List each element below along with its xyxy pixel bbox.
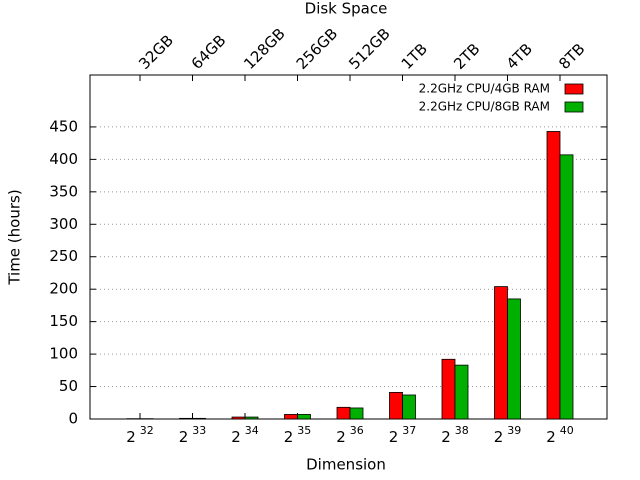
bar [231, 416, 246, 420]
x2-tick-label: 64GB [188, 31, 230, 73]
x-tick-exponent: 34 [245, 424, 259, 437]
y-tick-label: 450 [49, 117, 78, 135]
x-tick-label: 2 33 [179, 424, 207, 446]
bar [494, 286, 508, 420]
x2-tick-label: 2TB [450, 40, 483, 73]
y-tick-label: 0 [68, 410, 78, 428]
bar [559, 154, 574, 420]
y-tick-label: 300 [49, 215, 78, 233]
legend-label: 2.2GHz CPU/8GB RAM [419, 100, 550, 114]
x-tick-base: 2 [389, 428, 399, 446]
legend-swatch [564, 101, 584, 113]
x-tick-label: 2 38 [441, 424, 469, 446]
y-tick-label: 250 [49, 247, 78, 265]
y-tick-label: 350 [49, 182, 78, 200]
x-tick-base: 2 [336, 428, 346, 446]
x-tick-base: 2 [441, 428, 451, 446]
x-tick-label: 2 37 [389, 424, 417, 446]
x2-tick-label: 1TB [398, 40, 431, 73]
x-tick-exponent: 38 [455, 424, 469, 437]
x-tick-exponent: 37 [402, 424, 416, 437]
bar [349, 407, 364, 420]
legend-swatch [564, 83, 584, 95]
x-tick-label: 2 39 [494, 424, 522, 446]
x2-tick-label: 512GB [345, 25, 393, 73]
y-tick-label: 200 [49, 280, 78, 298]
x2-tick-label: 256GB [293, 25, 341, 73]
bar [389, 391, 403, 420]
x-tick-label: 2 35 [284, 424, 312, 446]
bar [507, 298, 521, 420]
x-tick-exponent: 40 [560, 424, 574, 437]
x-tick-label: 2 34 [231, 424, 259, 446]
bar [244, 416, 259, 420]
bar [336, 406, 351, 420]
x-tick-exponent: 33 [192, 424, 206, 437]
x-tick-base: 2 [126, 428, 136, 446]
x-tick-exponent: 35 [297, 424, 311, 437]
legend-label: 2.2GHz CPU/4GB RAM [419, 82, 550, 96]
bar [454, 364, 469, 420]
x2-axis-title: Disk Space [305, 0, 388, 18]
x-tick-base: 2 [284, 428, 294, 446]
x-tick-base: 2 [179, 428, 189, 446]
y-tick-label: 100 [49, 345, 78, 363]
bar [441, 358, 456, 420]
bar [284, 414, 298, 420]
x2-tick-label: 8TB [555, 40, 588, 73]
y-tick-label: 50 [59, 377, 78, 395]
bar [179, 417, 193, 420]
bar [546, 131, 561, 420]
x-tick-base: 2 [231, 428, 241, 446]
x2-tick-label: 128GB [240, 25, 288, 73]
x-axis-title: Dimension [306, 456, 386, 474]
bar [402, 394, 416, 420]
x-tick-base: 2 [546, 428, 556, 446]
y-axis-title: Time (hours) [6, 189, 24, 285]
bar [192, 417, 206, 420]
y-tick-label: 400 [49, 150, 78, 168]
x-tick-label: 2 32 [126, 424, 154, 446]
x2-tick-label: 32GB [135, 31, 177, 73]
x-tick-exponent: 32 [140, 424, 154, 437]
bar [297, 414, 311, 420]
x-tick-label: 2 40 [546, 424, 574, 446]
x-tick-base: 2 [494, 428, 504, 446]
x-tick-exponent: 36 [350, 424, 364, 437]
x2-tick-label: 4TB [503, 40, 536, 73]
y-tick-label: 150 [49, 312, 78, 330]
x-tick-label: 2 36 [336, 424, 364, 446]
x-tick-exponent: 39 [507, 424, 521, 437]
